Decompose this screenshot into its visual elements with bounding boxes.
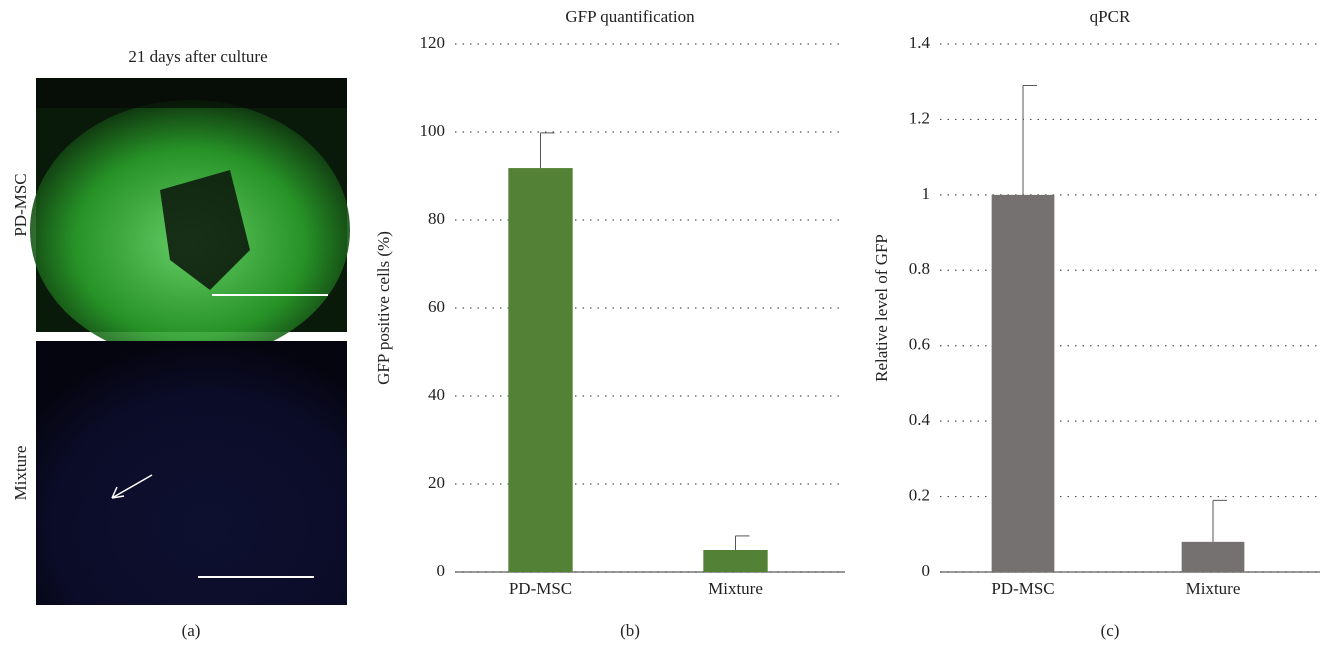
y-tick-label: 0.2 xyxy=(909,485,930,504)
y-tick-label: 0 xyxy=(437,561,446,580)
y-axis-label: GFP positive cells (%) xyxy=(374,231,393,385)
x-tick-label: Mixture xyxy=(708,579,763,598)
dark-region xyxy=(36,78,347,108)
x-tick-label: PD-MSC xyxy=(509,579,572,598)
chart-title: qPCR xyxy=(1090,7,1131,26)
row-label: PD-MSC xyxy=(11,173,30,236)
image-title: 21 days after culture xyxy=(128,47,267,66)
chart-title: GFP quantification xyxy=(565,7,695,26)
bar xyxy=(1182,542,1245,572)
x-tick-label: Mixture xyxy=(1186,579,1241,598)
y-tick-label: 40 xyxy=(428,385,445,404)
panel-label: (a) xyxy=(182,621,201,640)
y-tick-label: 80 xyxy=(428,209,445,228)
y-axis-label: Relative level of GFP xyxy=(872,234,891,382)
y-tick-label: 0.6 xyxy=(909,335,930,354)
row-label: Mixture xyxy=(11,446,30,501)
figure: 21 days after culture PD-MSC Mixture (a)… xyxy=(0,0,1331,645)
panel-label: (c) xyxy=(1101,621,1120,640)
y-tick-label: 100 xyxy=(420,121,446,140)
bar xyxy=(508,168,572,572)
y-tick-label: 1.2 xyxy=(909,108,930,127)
y-tick-label: 1 xyxy=(922,184,931,203)
y-tick-label: 120 xyxy=(420,33,446,52)
y-tick-label: 20 xyxy=(428,473,445,492)
micrograph-mixture xyxy=(36,341,347,605)
y-tick-label: 1.4 xyxy=(909,33,931,52)
bar xyxy=(703,550,767,572)
panel-label: (b) xyxy=(620,621,640,640)
y-tick-label: 0.4 xyxy=(909,410,931,429)
y-tick-label: 0.8 xyxy=(909,259,930,278)
y-tick-label: 0 xyxy=(922,561,931,580)
bar xyxy=(992,195,1055,572)
x-tick-label: PD-MSC xyxy=(991,579,1054,598)
y-tick-label: 60 xyxy=(428,297,445,316)
